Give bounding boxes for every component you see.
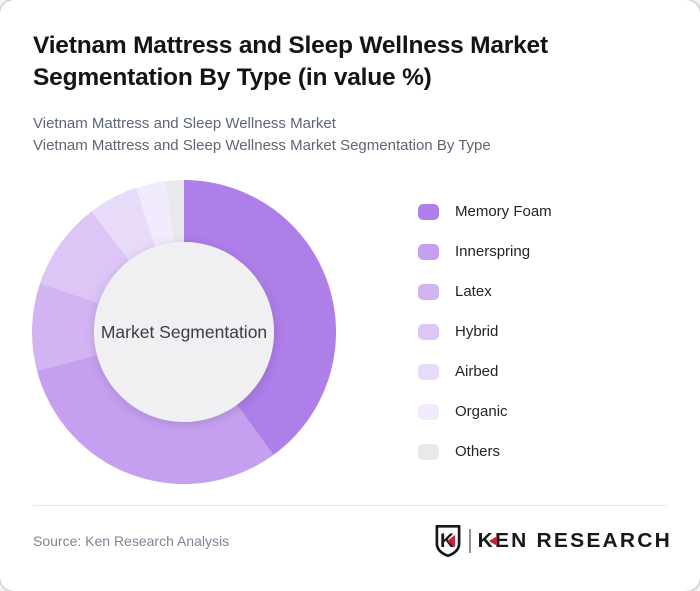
- legend-swatch: [418, 363, 439, 380]
- legend-item-latex[interactable]: Latex: [418, 283, 552, 300]
- legend-swatch: [418, 243, 439, 260]
- legend-label: Others: [455, 443, 501, 460]
- legend-item-airbed[interactable]: Airbed: [418, 363, 552, 380]
- donut-segment-others[interactable]: [165, 180, 184, 243]
- legend-swatch: [418, 323, 439, 340]
- legend-label: Airbed: [455, 363, 499, 380]
- donut-chart[interactable]: Market Segmentation: [29, 177, 339, 487]
- donut-segment-latex[interactable]: [31, 283, 99, 371]
- legend-item-hybrid[interactable]: Hybrid: [418, 323, 552, 340]
- footer-divider: [33, 505, 667, 506]
- legend-swatch: [418, 403, 439, 420]
- legend-swatch: [418, 283, 439, 300]
- legend-item-memory-foam[interactable]: Memory Foam: [418, 203, 552, 220]
- svg-text:K: K: [440, 530, 454, 552]
- donut-segment-hybrid[interactable]: [40, 211, 130, 304]
- donut-svg[interactable]: [29, 177, 339, 487]
- legend-item-innerspring[interactable]: Innerspring: [418, 243, 552, 260]
- page-title: Vietnam Mattress and Sleep Wellness Mark…: [33, 32, 548, 91]
- legend-label: Innerspring: [455, 243, 531, 260]
- legend-label: Memory Foam: [455, 203, 552, 220]
- subtitle-block: Vietnam Mattress and Sleep Wellness Mark…: [33, 113, 653, 156]
- donut-segment-innerspring[interactable]: [37, 354, 274, 485]
- subtitle-line-2: Vietnam Mattress and Sleep Wellness Mark…: [33, 136, 491, 154]
- donut-hole: [94, 242, 274, 422]
- source-note: Source: Ken Research Analysis: [33, 533, 230, 549]
- brand-text: KEN RESEARCH: [478, 529, 672, 552]
- chart-legend: Memory Foam Innerspring Latex Hybrid Airbed O…: [418, 203, 552, 460]
- brand-rest-text: EN RESEARCH: [494, 529, 672, 552]
- legend-label: Hybrid: [455, 323, 499, 340]
- footer: Source: Ken Research Analysis K KEN RESE…: [33, 522, 672, 560]
- logo-divider-bar: [468, 529, 471, 553]
- legend-label: Latex: [455, 283, 492, 300]
- ken-research-logo: K KEN RESEARCH: [434, 525, 672, 557]
- legend-item-organic[interactable]: Organic: [418, 403, 552, 420]
- legend-label: Organic: [455, 403, 508, 420]
- donut-segment-organic[interactable]: [136, 181, 174, 247]
- donut-segment-airbed[interactable]: [91, 187, 156, 261]
- legend-swatch: [418, 203, 439, 220]
- brand-k-letter: K: [477, 529, 495, 552]
- subtitle-line-1: Vietnam Mattress and Sleep Wellness Mark…: [33, 115, 336, 132]
- legend-item-others[interactable]: Others: [418, 443, 552, 460]
- ken-shield-icon: K: [435, 525, 461, 557]
- donut-segment-memory-foam[interactable]: [184, 180, 336, 455]
- legend-swatch: [418, 443, 439, 460]
